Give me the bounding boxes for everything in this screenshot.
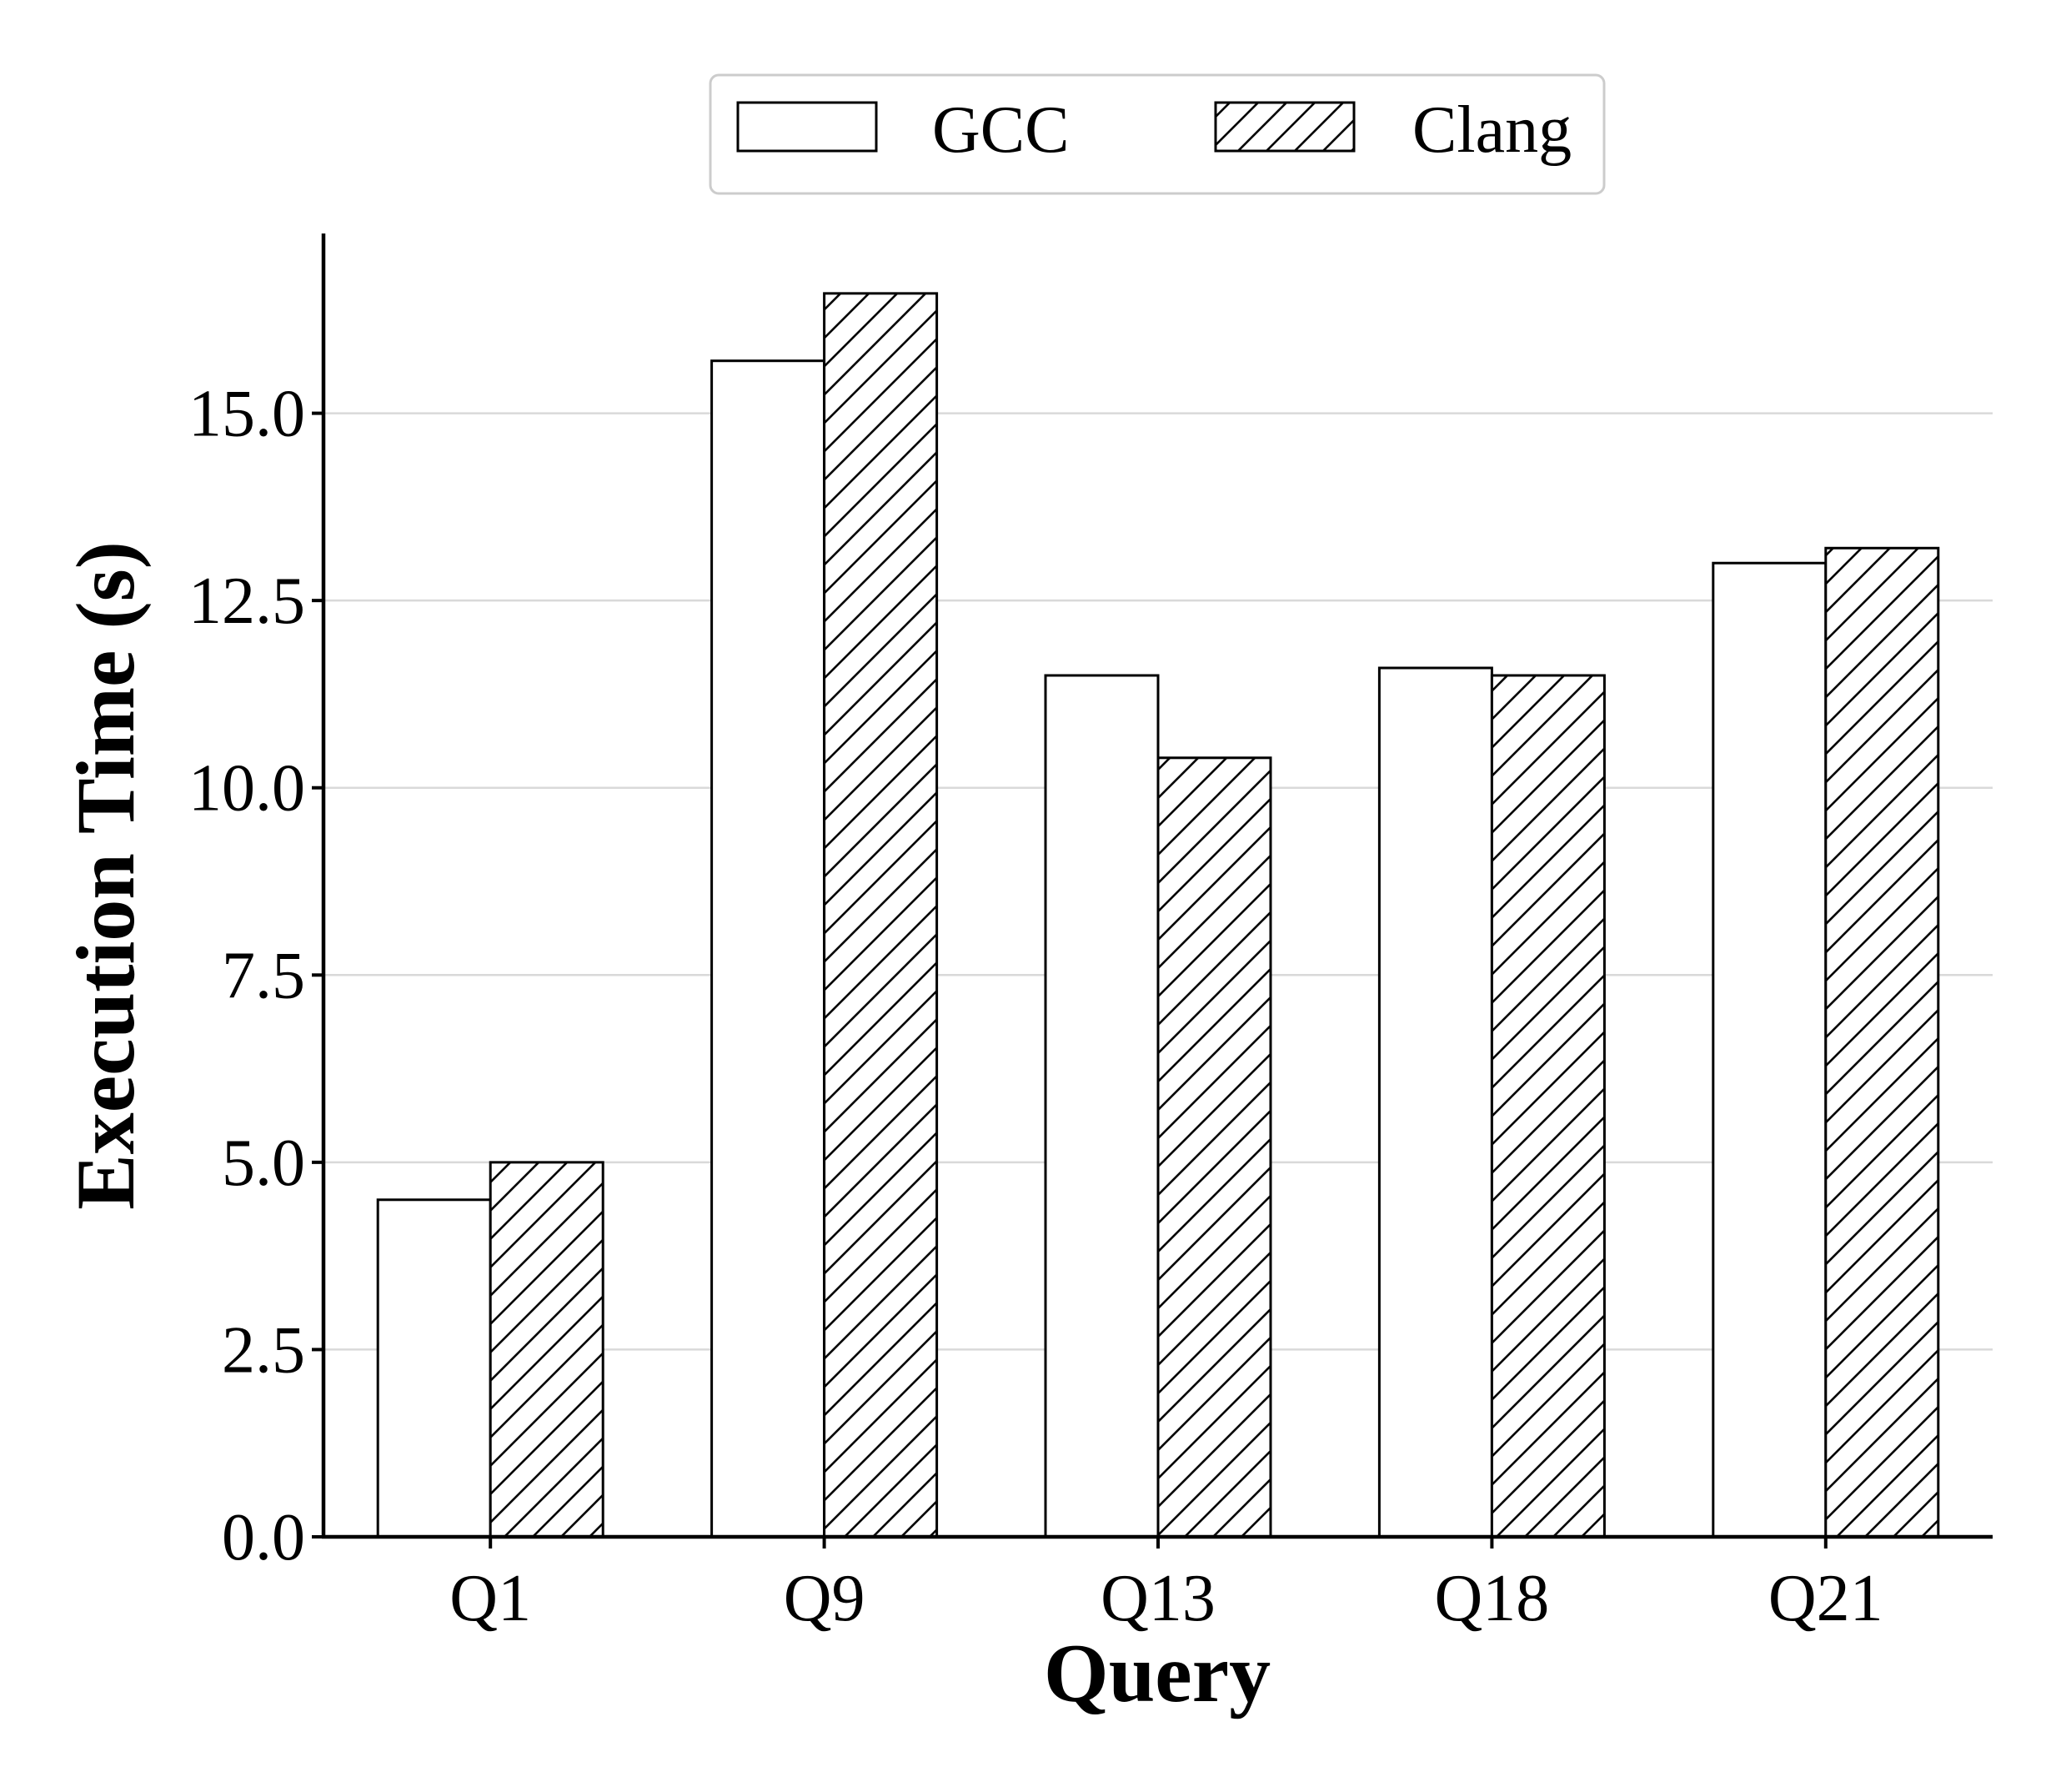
bar-gcc-q13 bbox=[1044, 674, 1160, 1539]
x-tick-label: Q18 bbox=[1435, 1562, 1550, 1635]
y-tick-label: 0.0 bbox=[222, 1501, 305, 1574]
x-tick-label: Q21 bbox=[1768, 1562, 1883, 1635]
tick-labels: 0.0 2.5 5.0 7.5 10.0 12.5 15.0 Q1 Q9 Q13 Q18 Q21 bbox=[188, 378, 1883, 1635]
x-tick-label: Q1 bbox=[449, 1562, 531, 1635]
bars bbox=[376, 292, 1940, 1539]
legend: GCC Clang bbox=[709, 73, 1606, 195]
bar-gcc-q21 bbox=[1712, 561, 1828, 1539]
y-tick-label: 5.0 bbox=[222, 1127, 305, 1200]
bar-clang-q1 bbox=[489, 1161, 604, 1539]
legend-label-gcc: GCC bbox=[932, 93, 1070, 167]
axes bbox=[312, 233, 1993, 1549]
bar-clang-q13 bbox=[1156, 756, 1272, 1539]
legend-swatch-gcc bbox=[736, 101, 878, 153]
y-tick-label: 10.0 bbox=[188, 752, 305, 826]
y-tick-label: 2.5 bbox=[222, 1313, 305, 1387]
x-axis-title: Query bbox=[1044, 1627, 1271, 1719]
bar-clang-q18 bbox=[1490, 674, 1606, 1539]
legend-frame bbox=[709, 73, 1606, 195]
x-tick-label: Q13 bbox=[1101, 1562, 1216, 1635]
y-axis-title: Execution Time (s) bbox=[59, 541, 152, 1210]
bar-clang-q9 bbox=[823, 292, 939, 1539]
legend-swatch-clang bbox=[1214, 101, 1356, 153]
x-tick-label: Q9 bbox=[784, 1562, 865, 1635]
legend-label-clang: Clang bbox=[1412, 93, 1572, 167]
y-tick-label: 12.5 bbox=[188, 565, 305, 638]
bar-gcc-q1 bbox=[376, 1198, 492, 1539]
bar-gcc-q9 bbox=[710, 359, 826, 1539]
y-tick-label: 15.0 bbox=[188, 378, 305, 451]
bar-gcc-q18 bbox=[1377, 666, 1493, 1539]
y-tick-label: 7.5 bbox=[222, 939, 305, 1012]
bar-clang-q21 bbox=[1824, 546, 1940, 1539]
